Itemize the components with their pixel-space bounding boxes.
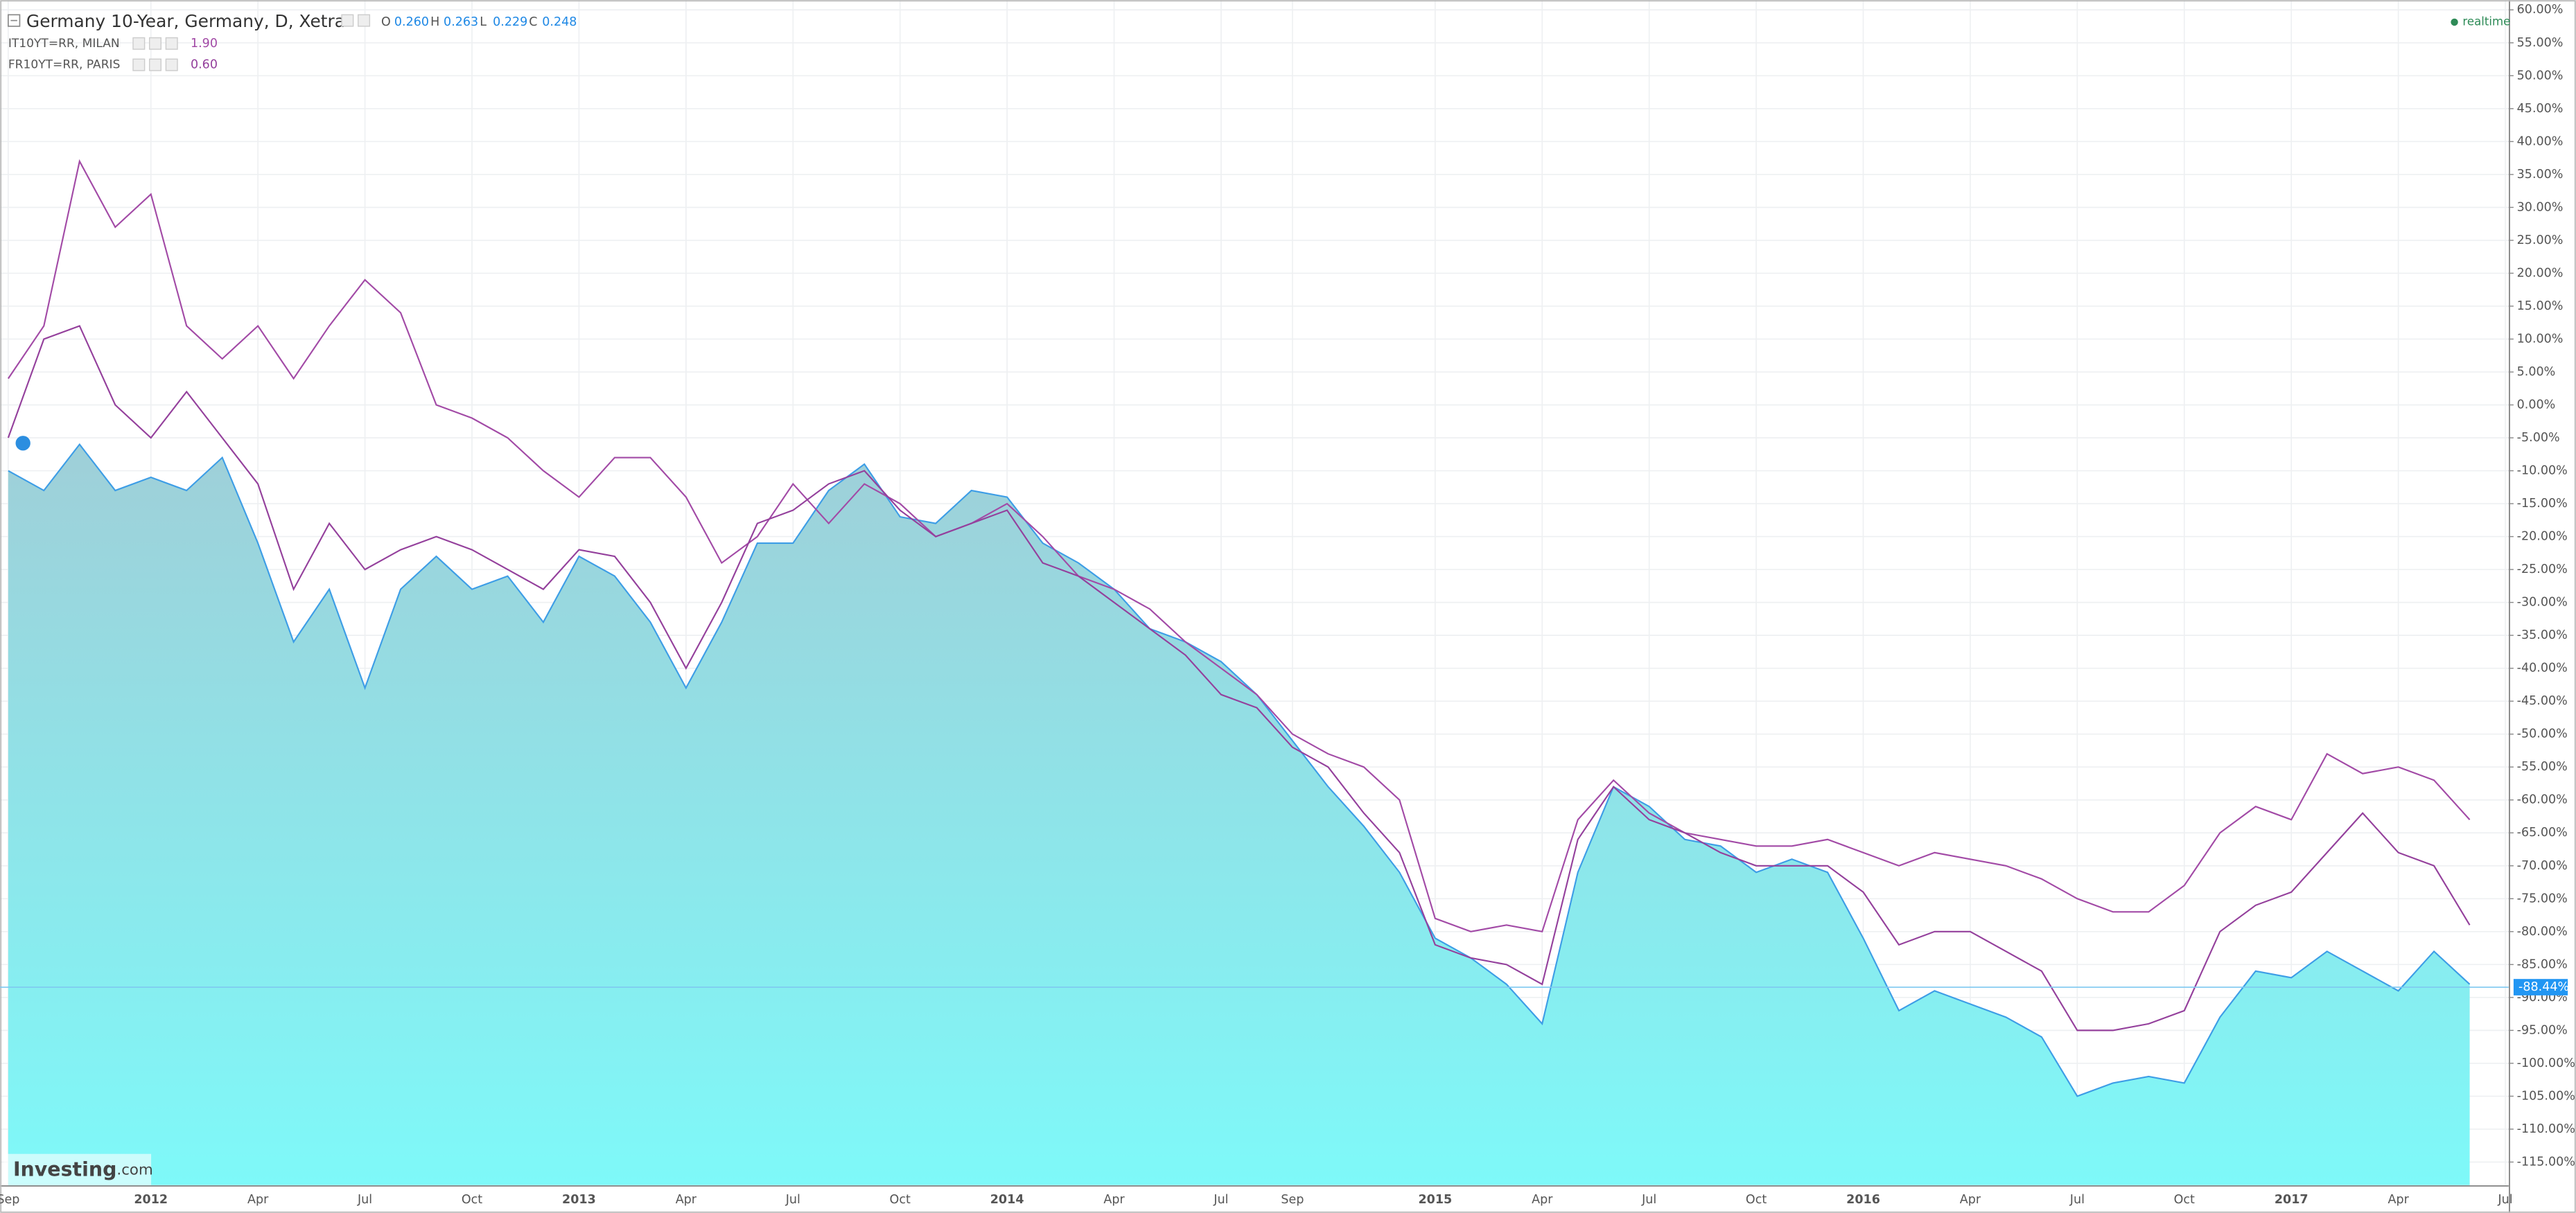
y-tick-label: -50.00% [2517, 727, 2568, 741]
y-tick-label: -60.00% [2517, 793, 2568, 807]
collapse-button[interactable] [8, 14, 21, 27]
y-tick-label: -85.00% [2517, 957, 2568, 971]
y-tick-label: -30.00% [2517, 596, 2568, 610]
y-tick-label: -10.00% [2517, 464, 2568, 478]
y-tick-label: -70.00% [2517, 859, 2568, 873]
legend-value: 0.60 [191, 58, 218, 72]
ohlc-value: 0.260 [394, 15, 429, 29]
y-tick-label: 10.00% [2517, 332, 2564, 346]
y-tick-label: -110.00% [2517, 1122, 2575, 1136]
y-tick-label: 40.00% [2517, 134, 2564, 148]
x-tick-label: 2016 [1846, 1193, 1880, 1207]
x-tick-label: Apr [2387, 1193, 2409, 1207]
x-tick-label: Oct [462, 1193, 482, 1207]
x-tick-label: Sep [0, 1193, 19, 1207]
series-line [7, 159, 2471, 933]
logo-main: Investing [13, 1158, 116, 1180]
realtime-label: realtime [2462, 15, 2510, 28]
ohlc-value: 0.229 [493, 15, 527, 29]
x-tick-label: Apr [1532, 1193, 1553, 1207]
legend-value: 1.90 [191, 37, 218, 51]
settings-button[interactable] [341, 14, 354, 27]
y-tick-label: 35.00% [2517, 168, 2564, 181]
y-tick-label: -5.00% [2517, 431, 2560, 445]
x-tick-label: Jul [2497, 1193, 2512, 1207]
x-tick-label: Jul [2069, 1193, 2085, 1207]
ohlc-label: O [381, 15, 391, 29]
y-tick-label: 25.00% [2517, 233, 2564, 247]
y-tick-label: -115.00% [2517, 1155, 2575, 1169]
y-tick-label: -15.00% [2517, 497, 2568, 511]
settings-button[interactable] [132, 37, 146, 50]
y-tick-label: -75.00% [2517, 892, 2568, 905]
y-tick-label: 20.00% [2517, 266, 2564, 280]
close-button[interactable] [358, 14, 371, 27]
x-tick-label: Oct [890, 1193, 911, 1207]
x-tick-label: Apr [1103, 1193, 1125, 1207]
x-tick-label: Jul [1213, 1193, 1228, 1207]
y-tick-label: 0.00% [2517, 398, 2556, 411]
y-tick-label: 45.00% [2517, 102, 2564, 116]
ohlc-label: L [480, 15, 487, 29]
y-tick-label: -80.00% [2517, 925, 2568, 939]
x-tick-label: 2015 [1418, 1193, 1452, 1207]
x-tick-label: Apr [676, 1193, 697, 1207]
close-button[interactable] [165, 58, 178, 71]
close-button[interactable] [165, 37, 178, 50]
ohlc-value: 0.263 [444, 15, 478, 29]
area [8, 444, 2470, 1185]
y-tick-label: 55.00% [2517, 36, 2564, 50]
y-tick-label: -20.00% [2517, 530, 2568, 544]
price-label: -88.44% [2518, 980, 2569, 994]
y-tick-label: 60.00% [2517, 3, 2564, 17]
area-line [8, 443, 2471, 1097]
x-tick-label: Jul [357, 1193, 372, 1207]
hide-button[interactable] [149, 58, 162, 71]
hide-button[interactable] [149, 37, 162, 50]
y-tick-label: -95.00% [2517, 1023, 2568, 1037]
x-tick-label: 2017 [2275, 1193, 2308, 1207]
logo: Investing.com [13, 1158, 153, 1180]
x-tick-label: Apr [1960, 1193, 1981, 1207]
logo-background [3, 1153, 152, 1185]
x-tick-label: Sep [1281, 1193, 1304, 1207]
y-tick-label: -40.00% [2517, 662, 2568, 675]
price-label-bg [2513, 979, 2568, 995]
x-tick-label: 2013 [562, 1193, 596, 1207]
settings-button[interactable] [132, 58, 146, 71]
x-tick-label: Jul [1641, 1193, 1656, 1207]
x-tick-label: Oct [1746, 1193, 1767, 1207]
y-tick-label: -65.00% [2517, 826, 2568, 840]
y-tick-label: 30.00% [2517, 200, 2564, 214]
event-marker[interactable] [15, 436, 30, 451]
legend-entry: IT10YT=RR, MILAN [8, 37, 120, 51]
y-tick-label: 15.00% [2517, 299, 2564, 313]
x-tick-label: 2012 [134, 1193, 168, 1207]
y-tick-label: 5.00% [2517, 365, 2556, 379]
y-tick-label: -35.00% [2517, 628, 2568, 642]
x-tick-label: 2014 [990, 1193, 1024, 1207]
ohlc-label: H [430, 15, 439, 29]
y-tick-label: 50.00% [2517, 69, 2564, 82]
ohlc-label: C [529, 15, 537, 29]
y-tick-label: -25.00% [2517, 563, 2568, 576]
y-tick-label: -45.00% [2517, 694, 2568, 708]
x-tick-label: Oct [2174, 1193, 2195, 1207]
y-tick-label: -105.00% [2517, 1089, 2575, 1103]
chart-title: Germany 10-Year, Germany, D, Xetra [26, 11, 345, 31]
status-dot [2451, 18, 2458, 26]
x-tick-label: Jul [785, 1193, 800, 1207]
y-tick-label: -55.00% [2517, 760, 2568, 774]
y-tick-label: -100.00% [2517, 1056, 2575, 1070]
logo-suffix: .com [116, 1161, 152, 1178]
legend-entry: FR10YT=RR, PARIS [8, 58, 121, 72]
series-line [7, 325, 2471, 1032]
ohlc-value: 0.248 [542, 15, 577, 29]
x-tick-label: Apr [247, 1193, 269, 1207]
